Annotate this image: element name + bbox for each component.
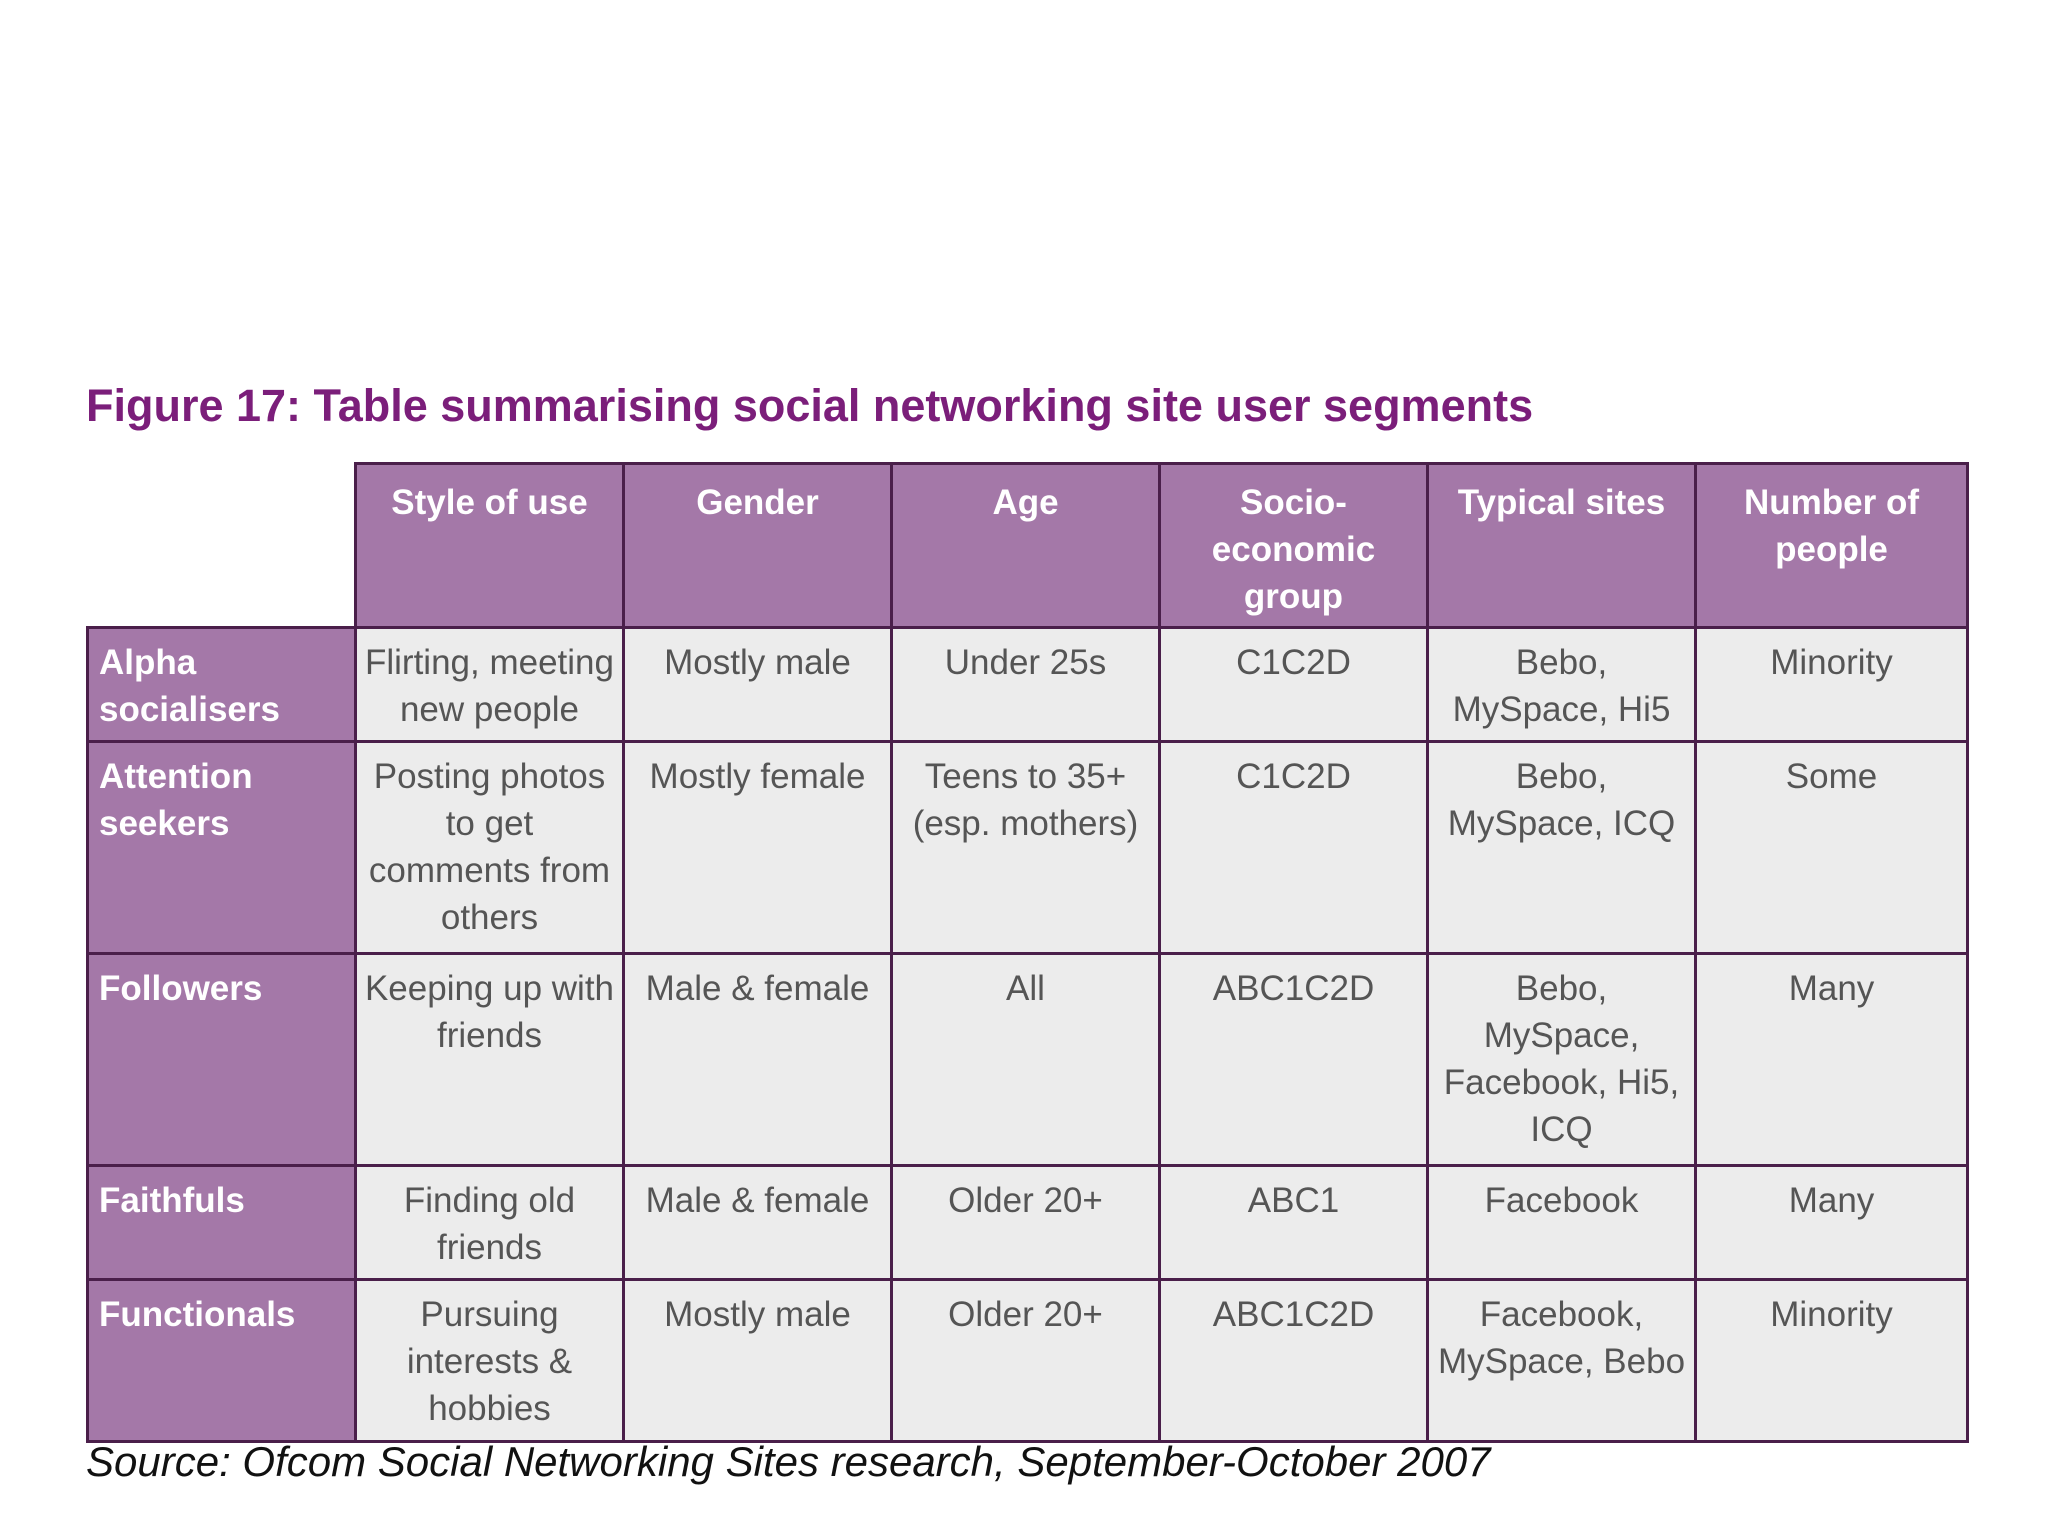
figure-title: Figure 17: Table summarising social netw… [86, 380, 1534, 431]
table-cell: Pursuing interests & hobbies [354, 1278, 625, 1443]
table-cell: Posting photos to get comments from othe… [354, 740, 625, 955]
user-segments-table: Style of use Gender Age Socio-economic g… [86, 462, 1969, 1443]
table-row: Followers Keeping up with friends Male &… [86, 952, 1969, 1167]
table-cell: Bebo, MySpace, Facebook, Hi5, ICQ [1426, 952, 1697, 1167]
table-cell: Facebook [1426, 1164, 1697, 1281]
table-cell: Flirting, meeting new people [354, 626, 625, 743]
column-header-typical-sites: Typical sites [1426, 462, 1697, 629]
row-header-segment: Faithfuls [86, 1164, 357, 1281]
table-row: Faithfuls Finding old friends Male & fem… [86, 1164, 1969, 1281]
header-row: Style of use Gender Age Socio-economic g… [87, 462, 1969, 629]
row-header-segment: Attention seekers [86, 740, 357, 955]
table-cell: Older 20+ [890, 1164, 1161, 1281]
table-cell: Some [1694, 740, 1969, 955]
table-cell: Teens to 35+ (esp. mothers) [890, 740, 1161, 955]
row-header-segment: Alpha socialisers [86, 626, 357, 743]
table-cell: C1C2D [1158, 626, 1429, 743]
table-cell: Bebo, MySpace, Hi5 [1426, 626, 1697, 743]
column-header-socio-economic-group: Socio-economic group [1158, 462, 1429, 629]
column-header-style-of-use: Style of use [354, 462, 625, 629]
table-cell: ABC1C2D [1158, 952, 1429, 1167]
column-header-age: Age [890, 462, 1161, 629]
table-cell: Under 25s [890, 626, 1161, 743]
table-cell: Keeping up with friends [354, 952, 625, 1167]
table-cell: All [890, 952, 1161, 1167]
table-cell: ABC1 [1158, 1164, 1429, 1281]
table-cell: Mostly male [622, 626, 893, 743]
table-cell: Many [1694, 952, 1969, 1167]
row-header-segment: Functionals [86, 1278, 357, 1443]
column-header-number-of-people: Number of people [1694, 462, 1969, 629]
table-cell: Minority [1694, 626, 1969, 743]
table-cell: Bebo, MySpace, ICQ [1426, 740, 1697, 955]
table-cell: ABC1C2D [1158, 1278, 1429, 1443]
table-cell: Older 20+ [890, 1278, 1161, 1443]
source-caption: Source: Ofcom Social Networking Sites re… [86, 1438, 1491, 1485]
table-row: Attention seekers Posting photos to get … [86, 740, 1969, 955]
table-cell: Finding old friends [354, 1164, 625, 1281]
table-cell: Male & female [622, 952, 893, 1167]
row-header-segment: Followers [86, 952, 357, 1167]
table-cell: C1C2D [1158, 740, 1429, 955]
table-cell: Male & female [622, 1164, 893, 1281]
table-cell: Facebook, MySpace, Bebo [1426, 1278, 1697, 1443]
table-row: Functionals Pursuing interests & hobbies… [86, 1278, 1969, 1443]
header-corner [87, 463, 357, 629]
table-cell: Mostly male [622, 1278, 893, 1443]
table-cell: Many [1694, 1164, 1969, 1281]
table-cell: Minority [1694, 1278, 1969, 1443]
table-row: Alpha socialisers Flirting, meeting new … [86, 626, 1969, 743]
column-header-gender: Gender [622, 462, 893, 629]
table-cell: Mostly female [622, 740, 893, 955]
